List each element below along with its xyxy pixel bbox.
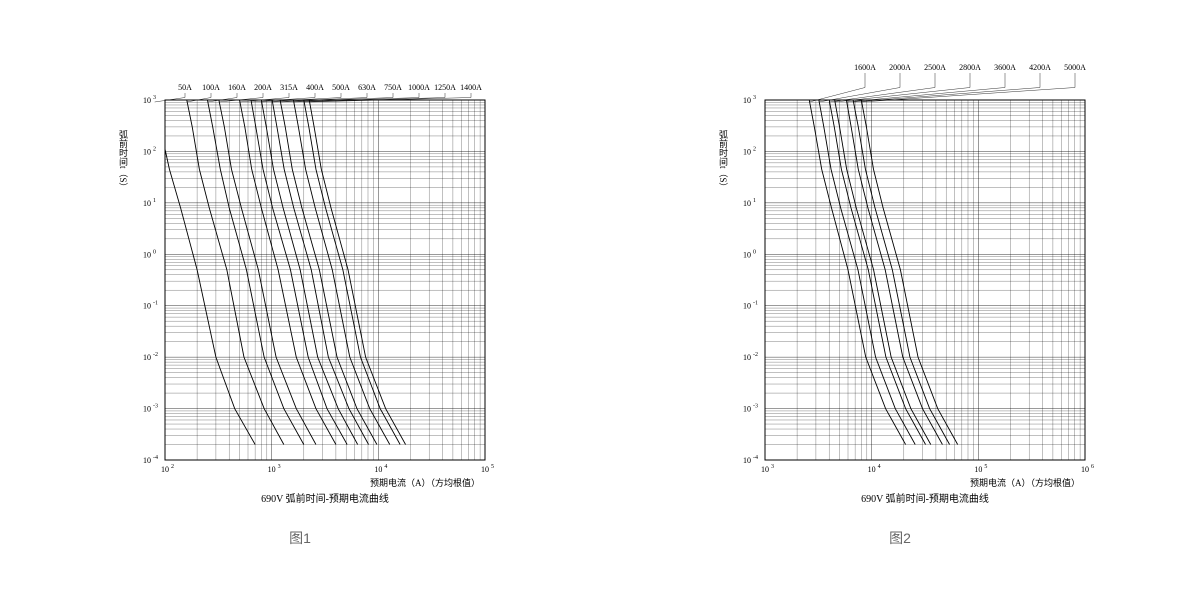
curve-5000A — [861, 100, 957, 445]
svg-text:10: 10 — [143, 199, 151, 208]
svg-text:10: 10 — [974, 465, 982, 474]
svg-text:4: 4 — [878, 464, 881, 470]
svg-text:0: 0 — [153, 249, 156, 255]
svg-text:10: 10 — [143, 147, 151, 156]
curve-630A — [272, 100, 368, 445]
svg-text:0: 0 — [753, 249, 756, 255]
svg-text:1: 1 — [153, 198, 156, 204]
chart-1-block: 10210310410510-410-310-210-1100101102103… — [90, 30, 510, 548]
series-label: 750A — [384, 83, 402, 92]
svg-text:10: 10 — [743, 353, 751, 362]
curve-50A — [155, 100, 255, 445]
curve-200A — [219, 100, 316, 445]
svg-text:10: 10 — [761, 465, 769, 474]
svg-text:-2: -2 — [753, 352, 758, 358]
chart-2-caption: 图2 — [889, 528, 911, 548]
svg-text:-3: -3 — [753, 404, 758, 410]
series-label: 1000A — [408, 83, 430, 92]
svg-text:10: 10 — [743, 250, 751, 259]
svg-text:2: 2 — [753, 146, 756, 152]
svg-text:10: 10 — [743, 405, 751, 414]
svg-text:10: 10 — [143, 353, 151, 362]
svg-text:3: 3 — [753, 95, 756, 101]
series-label: 1250A — [434, 83, 456, 92]
series-label: 2800A — [959, 63, 981, 72]
svg-text:4: 4 — [384, 464, 387, 470]
svg-text:-2: -2 — [153, 352, 158, 358]
svg-text:10: 10 — [143, 405, 151, 414]
y-axis-label: 弧前时间t（S） — [718, 129, 728, 192]
chart-1-caption: 图1 — [289, 528, 311, 548]
series-label: 3600A — [994, 63, 1016, 72]
svg-text:10: 10 — [481, 465, 489, 474]
series-label: 4200A — [1029, 63, 1051, 72]
series-label: 1600A — [854, 63, 876, 72]
chart-1: 10210310410510-410-310-210-1100101102103… — [90, 30, 510, 510]
svg-text:-4: -4 — [153, 455, 158, 461]
x-axis-label: 预期电流（A）（方均根值） — [970, 477, 1080, 488]
svg-text:10: 10 — [143, 456, 151, 465]
svg-text:-4: -4 — [753, 455, 758, 461]
series-label: 400A — [306, 83, 324, 92]
svg-text:2: 2 — [153, 146, 156, 152]
svg-text:5: 5 — [984, 464, 987, 470]
chart-2: 10310410510610-410-310-210-1100101102103… — [690, 30, 1110, 510]
svg-text:10: 10 — [143, 250, 151, 259]
series-label: 1400A — [460, 83, 482, 92]
svg-text:10: 10 — [143, 302, 151, 311]
svg-text:10: 10 — [743, 147, 751, 156]
svg-text:3: 3 — [278, 464, 281, 470]
series-label: 100A — [202, 83, 220, 92]
chart-2-block: 10310410510610-410-310-210-1100101102103… — [690, 30, 1110, 548]
curve-1600A — [809, 100, 905, 445]
curve-1000A — [293, 100, 389, 445]
series-label: 200A — [254, 83, 272, 92]
svg-text:6: 6 — [1091, 464, 1094, 470]
svg-text:10: 10 — [868, 465, 876, 474]
series-label: 50A — [178, 83, 192, 92]
svg-text:10: 10 — [161, 465, 169, 474]
svg-text:10: 10 — [743, 302, 751, 311]
svg-text:10: 10 — [1081, 465, 1089, 474]
svg-text:5: 5 — [491, 464, 494, 470]
svg-text:-1: -1 — [753, 301, 758, 307]
series-label: 160A — [228, 83, 246, 92]
series-label: 630A — [358, 83, 376, 92]
series-label: 315A — [280, 83, 298, 92]
series-label: 500A — [332, 83, 350, 92]
svg-text:10: 10 — [268, 465, 276, 474]
svg-text:10: 10 — [374, 465, 382, 474]
x-axis-label: 预期电流（A）（方均根值） — [370, 477, 480, 488]
svg-text:2: 2 — [171, 464, 174, 470]
curve-100A — [187, 100, 284, 445]
series-label: 5000A — [1064, 63, 1086, 72]
curve-750A — [280, 100, 377, 445]
svg-text:10: 10 — [743, 456, 751, 465]
y-axis-label: 弧前时间t（S） — [118, 129, 128, 192]
svg-text:3: 3 — [153, 95, 156, 101]
series-label: 2000A — [889, 63, 911, 72]
svg-text:-3: -3 — [153, 404, 158, 410]
chart-title: 690V 弧前时间-预期电流曲线 — [261, 492, 389, 505]
svg-text:1: 1 — [753, 198, 756, 204]
curve-3600A — [846, 100, 942, 445]
svg-text:10: 10 — [743, 199, 751, 208]
svg-text:-1: -1 — [153, 301, 158, 307]
svg-text:10: 10 — [743, 96, 751, 105]
svg-text:10: 10 — [143, 96, 151, 105]
curve-1400A — [309, 100, 405, 445]
chart-title: 690V 弧前时间-预期电流曲线 — [861, 492, 989, 505]
series-label: 2500A — [924, 63, 946, 72]
svg-text:3: 3 — [771, 464, 774, 470]
